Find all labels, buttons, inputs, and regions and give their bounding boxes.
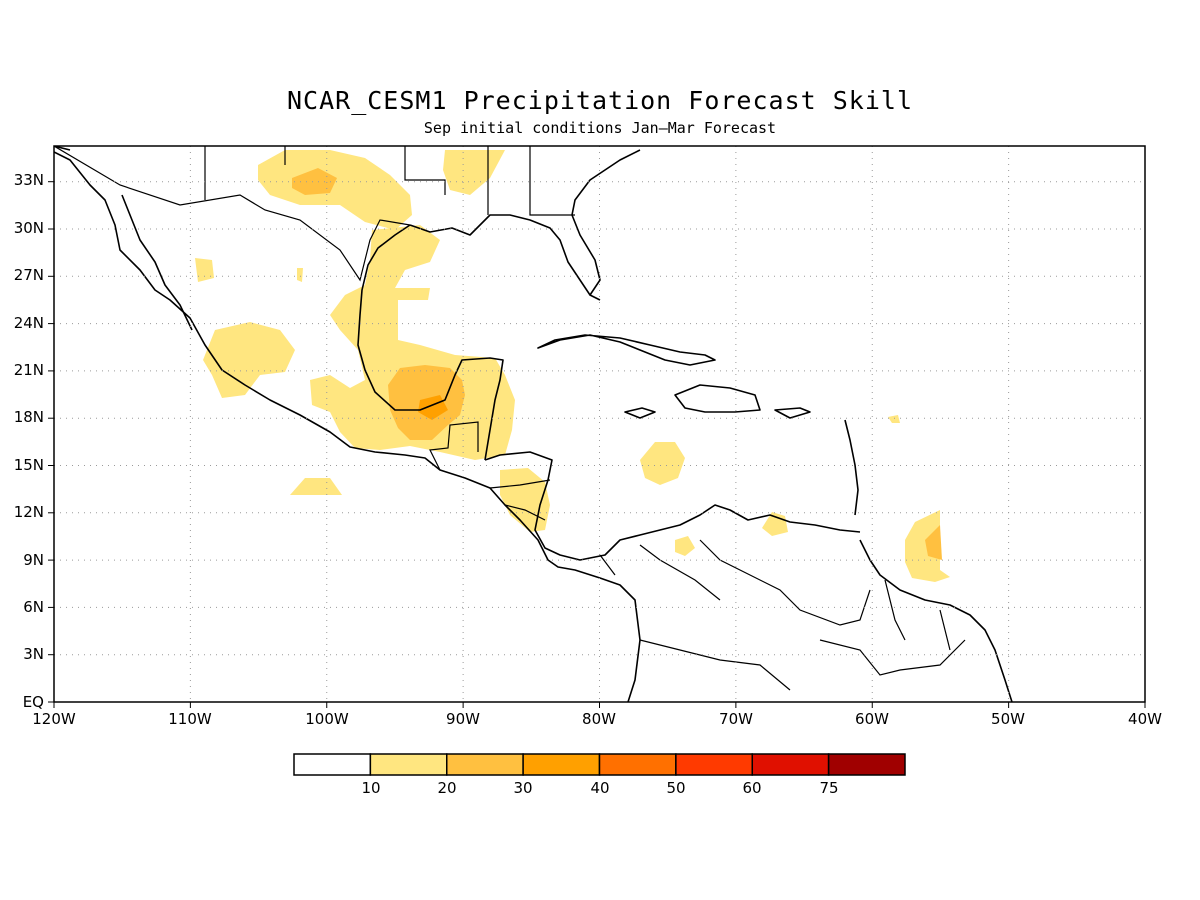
coastline-mexico-pacific [54,151,641,702]
coastline-puerto-rico [774,407,811,419]
lat-label: 6N [23,598,44,616]
lat-label: 15N [14,456,44,474]
lon-label: 70W [719,710,753,728]
coastline-south-america [859,539,1013,702]
coastline-jamaica [624,407,656,419]
border-guianas [884,579,951,651]
lat-label: 12N [14,503,44,521]
colorbar-label: 75 [819,779,838,797]
political-borders [54,146,966,691]
coastline-baja [121,194,193,331]
border-guatemala [429,421,479,471]
lon-label: 100W [305,710,349,728]
skill-region-venezuela-coast [762,512,788,536]
lon-label: 60W [855,710,889,728]
colorbar: 10 20 30 40 50 60 75 [293,753,906,797]
lat-label: 3N [23,645,44,663]
border-brazil [639,639,966,691]
skill-region-sinaloa [297,268,303,282]
lat-label: 30N [14,219,44,237]
colorbar-swatch [369,753,448,776]
chart-subtitle: Sep initial conditions Jan—Mar Forecast [423,119,777,137]
border-us-mexico [54,146,411,282]
lon-label: 40W [1128,710,1162,728]
colorbar-swatch [827,753,906,776]
map-frame [53,145,1146,703]
lat-label: 18N [14,408,44,426]
axis-ticks [48,181,1146,708]
coastline-central-america-east [484,451,861,561]
lat-axis-labels: EQ 3N 6N 9N 12N 15N 18N 21N 24N 27N 30N … [14,171,44,711]
map-area [54,146,1013,702]
coastline-florida-keys [589,294,601,301]
border-honduras-nicaragua [489,479,551,521]
colorbar-label: 40 [590,779,609,797]
colorbar-swatch [293,753,372,776]
skill-region-louisiana [443,150,505,195]
lat-label: EQ [23,693,44,711]
skill-core-texas [292,168,337,195]
lon-label: 50W [991,710,1025,728]
skill-region-colombia-coast [675,536,695,556]
chart-title: NCAR_CESM1 Precipitation Forecast Skill [287,86,913,115]
coastline-gulf-north [409,149,641,296]
border-us-states [204,146,575,216]
coastline-lesser-antilles [844,419,859,516]
lon-label: 120W [32,710,76,728]
colorbar-label: 30 [513,779,532,797]
skill-region-gulf [310,225,515,460]
skill-region-antilles-east [888,415,900,423]
colorbar-label: 20 [437,779,456,797]
skill-region-texas-north [258,150,412,230]
colorbar-swatch [675,753,753,776]
colorbar-label: 50 [666,779,685,797]
border-venezuela [699,539,871,626]
skill-region-honduras [500,468,550,532]
lat-label: 9N [23,551,44,569]
skill-region-pacific [290,478,342,495]
skill-region-mexico-west [203,322,295,398]
colorbar-swatch [446,753,524,776]
colorbar-label: 10 [361,779,380,797]
lat-label: 21N [14,361,44,379]
lat-label: 27N [14,266,44,284]
colorbar-boxes [293,753,906,776]
grid-lines [54,146,1145,702]
skill-region-baja [195,258,214,282]
lat-label: 33N [14,171,44,189]
colorbar-labels: 10 20 30 40 50 60 75 [361,779,838,797]
coastline-cuba [537,334,716,366]
colorbar-swatch [751,753,830,776]
lat-label: 24N [14,314,44,332]
lon-label: 90W [446,710,480,728]
lon-axis-labels: 120W 110W 100W 90W 80W 70W 60W 50W 40W [32,710,1162,728]
lon-label: 110W [168,710,212,728]
coastline-hispaniola [674,384,761,413]
lon-label: 80W [582,710,616,728]
colorbar-swatch [598,753,677,776]
skill-region-caribbean-central [640,442,685,485]
coastlines [54,146,1013,702]
border-panama-colombia [599,544,721,601]
colorbar-label: 60 [742,779,761,797]
skill-core-atlantic [925,525,942,560]
colorbar-swatch [522,753,601,776]
